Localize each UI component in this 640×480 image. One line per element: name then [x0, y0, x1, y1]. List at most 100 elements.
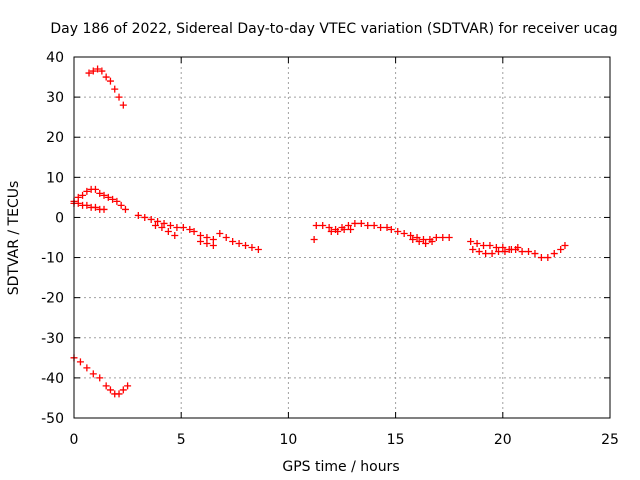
- data-point: [518, 248, 526, 256]
- series-track-7: [196, 229, 262, 254]
- data-point: [134, 211, 142, 219]
- x-axis-title: GPS time / hours: [282, 459, 399, 475]
- data-point: [469, 246, 477, 254]
- data-point: [422, 240, 430, 248]
- data-point: [91, 203, 99, 211]
- data-point: [413, 234, 421, 241]
- data-point: [351, 219, 359, 227]
- data-point: [319, 221, 327, 229]
- data-point: [394, 227, 402, 235]
- data-point: [445, 234, 453, 241]
- series-track-8: [196, 238, 217, 250]
- data-point: [96, 189, 104, 197]
- data-point: [83, 201, 91, 209]
- data-point: [100, 191, 108, 199]
- data-point: [557, 246, 565, 254]
- data-point: [482, 250, 490, 258]
- data-point: [85, 69, 93, 77]
- data-point: [79, 191, 87, 199]
- data-point: [561, 242, 569, 250]
- data-point: [76, 358, 84, 366]
- x-tick-label: 0: [70, 432, 79, 448]
- y-tick-label: 30: [46, 90, 64, 106]
- data-point: [475, 248, 483, 256]
- data-point: [235, 240, 243, 248]
- data-point: [488, 250, 496, 258]
- data-point: [229, 238, 237, 246]
- x-tick-label: 15: [387, 432, 405, 448]
- data-point: [186, 225, 194, 233]
- plot-frame: [73, 56, 611, 419]
- series-track-4: [70, 354, 132, 398]
- x-tick-label: 5: [177, 432, 186, 448]
- x-tick-label: 20: [494, 432, 512, 448]
- x-tick-label: 10: [279, 432, 297, 448]
- y-tick-label: -10: [41, 251, 64, 267]
- data-point: [525, 248, 533, 256]
- y-axis-title: SDTVAR / TECUs: [6, 181, 22, 296]
- data-point: [364, 221, 372, 229]
- data-point: [419, 236, 427, 244]
- data-point: [310, 236, 318, 244]
- data-point: [340, 225, 348, 233]
- data-point: [119, 101, 127, 109]
- series-track-12: [387, 225, 453, 244]
- data-point: [74, 199, 82, 207]
- data-points-layer: [70, 65, 569, 398]
- data-point: [164, 227, 172, 235]
- data-point: [151, 221, 159, 229]
- data-point: [400, 229, 408, 237]
- data-point: [124, 382, 132, 390]
- data-point: [327, 227, 335, 235]
- data-point: [428, 238, 436, 246]
- series-track-5: [134, 211, 198, 235]
- data-point: [377, 223, 385, 231]
- series-track-2: [70, 185, 129, 213]
- data-point: [89, 370, 97, 378]
- data-point: [254, 246, 262, 254]
- y-tick-label: 20: [46, 130, 64, 146]
- data-point: [106, 77, 114, 85]
- data-point: [117, 201, 125, 209]
- data-point: [409, 236, 417, 244]
- data-point: [499, 244, 507, 252]
- data-point: [248, 244, 256, 252]
- data-point: [158, 223, 166, 231]
- series-track-13: [409, 236, 436, 248]
- data-point: [209, 242, 217, 250]
- data-point: [544, 254, 552, 262]
- data-point: [495, 248, 503, 256]
- data-point: [514, 244, 522, 252]
- data-point: [387, 225, 395, 233]
- y-tick-label: 0: [55, 210, 64, 226]
- data-point: [467, 238, 475, 246]
- data-point: [160, 219, 168, 227]
- data-point: [173, 223, 181, 231]
- y-tick-label: -20: [41, 291, 64, 307]
- data-point: [121, 205, 129, 213]
- tick-marks-layer: [73, 56, 611, 419]
- data-point: [154, 217, 162, 225]
- data-point: [179, 223, 187, 231]
- series-track-10: [312, 219, 391, 233]
- data-point: [507, 246, 515, 254]
- data-point: [370, 221, 378, 229]
- data-point: [100, 205, 108, 213]
- x-tick-label: 25: [601, 432, 619, 448]
- data-point: [242, 242, 250, 250]
- grid-layer: [74, 57, 610, 418]
- data-point: [111, 85, 119, 93]
- data-point: [115, 93, 123, 101]
- data-point: [115, 390, 123, 398]
- data-point: [102, 382, 110, 390]
- y-tick-label: -40: [41, 371, 64, 387]
- data-point: [209, 236, 217, 244]
- data-point: [203, 240, 211, 248]
- data-point: [222, 234, 230, 241]
- y-tick-label: 10: [46, 170, 64, 186]
- data-point: [480, 242, 488, 250]
- series-track-11: [327, 225, 355, 235]
- data-point: [383, 223, 391, 231]
- data-point: [347, 225, 355, 233]
